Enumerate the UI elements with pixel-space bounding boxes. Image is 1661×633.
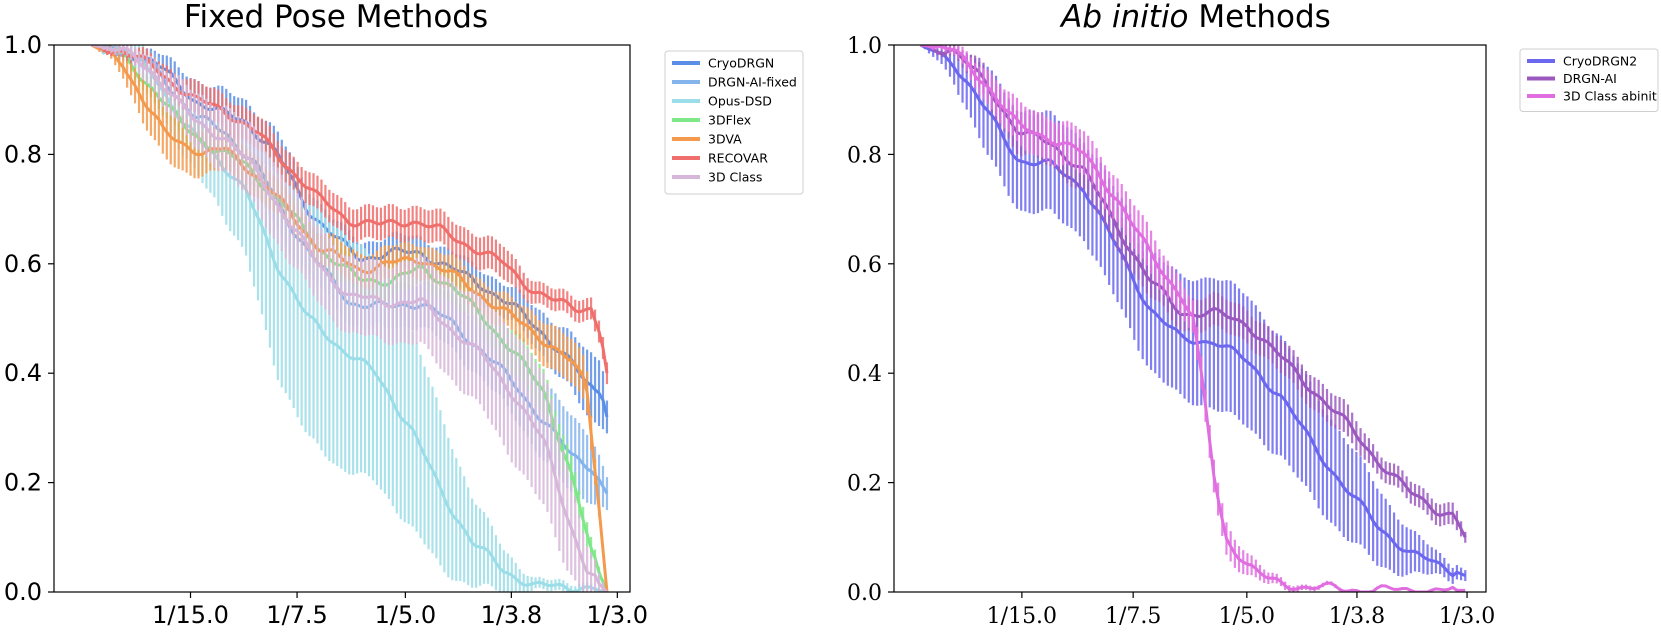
chart-title: Fixed Pose Methods	[184, 0, 488, 35]
y-tick-label: 0.4	[847, 362, 882, 387]
mean-line	[91, 45, 609, 374]
chart-title: Ab initio Methods	[1059, 0, 1331, 35]
plot-area	[90, 45, 609, 592]
legend-entry: 3D Class	[672, 170, 762, 185]
y-axis: 0.0 0.2 0.4 0.6 0.8 1.0	[4, 31, 54, 606]
x-tick-label: 1/5.0	[375, 601, 437, 629]
y-tick-label: 0.0	[4, 578, 42, 606]
x-axis: 1/15.0 1/7.5 1/5.0 1/3.8 1/3.0	[987, 592, 1495, 629]
legend-entry: 3D Class abinit	[1527, 89, 1657, 104]
y-tick-label: 1.0	[847, 34, 882, 59]
plot-area	[919, 45, 1467, 592]
legend-label: 3DVA	[708, 132, 742, 147]
legend-entry: RECOVAR	[672, 151, 768, 166]
y-tick-label: 0.2	[847, 472, 882, 497]
x-tick-label: 1/3.8	[481, 601, 543, 629]
y-tick-label: 0.0	[847, 581, 882, 606]
x-tick-label: 1/7.5	[266, 601, 328, 629]
x-tick-label: 1/15.0	[152, 601, 229, 629]
y-tick-label: 0.8	[4, 140, 42, 168]
legend-label: 3DFlex	[708, 113, 751, 128]
x-axis: 1/15.0 1/7.5 1/5.0 1/3.8 1/3.0	[152, 592, 648, 629]
legend: CryoDRGN DRGN-AI-fixed Opus-DSD 3DFlex 3DVA R…	[664, 50, 804, 195]
x-tick-label: 1/5.0	[1219, 604, 1275, 629]
chart-fixed-pose: Fixed Pose Methods 0.0 0.2 0.4 0.6 0.8 1.0 1/…	[4, 0, 804, 629]
axes-frame	[53, 44, 631, 593]
mean-line	[919, 45, 1466, 578]
mean-line	[91, 45, 609, 592]
error-bars	[923, 45, 1467, 584]
series-3d-class-abinit	[920, 45, 1466, 592]
x-tick-label: 1/3.0	[587, 601, 649, 629]
legend-label: 3D Class abinit	[1563, 89, 1657, 104]
x-tick-label: 1/3.8	[1329, 604, 1385, 629]
mean-line	[91, 45, 608, 592]
mean-line	[920, 45, 1466, 592]
x-tick-label: 1/15.0	[987, 604, 1057, 629]
x-tick-label: 1/3.0	[1439, 604, 1495, 629]
legend-entry: CryoDRGN	[672, 56, 774, 71]
y-tick-label: 0.8	[847, 143, 882, 168]
legend-entry: DRGN-AI	[1527, 71, 1617, 86]
chart-ab-initio: Ab initio Methods 0.0 0.2 0.4 0.6 0.8 1.0 1/1…	[847, 0, 1659, 629]
legend-label: CryoDRGN2	[1563, 54, 1637, 69]
legend-label: CryoDRGN	[708, 56, 774, 71]
y-axis: 0.0 0.2 0.4 0.6 0.8 1.0	[847, 34, 894, 606]
y-tick-label: 0.6	[847, 253, 882, 278]
legend: CryoDRGN2 DRGN-AI 3D Class abinit	[1519, 48, 1659, 112]
legend-label: RECOVAR	[708, 151, 768, 166]
legend-label: DRGN-AI	[1563, 71, 1617, 86]
legend-entry: Opus-DSD	[672, 94, 772, 109]
series-3d-class	[91, 45, 609, 592]
axes-frame	[893, 44, 1487, 593]
y-tick-label: 1.0	[4, 31, 42, 59]
legend-entry: DRGN-AI-fixed	[672, 75, 797, 90]
y-tick-label: 0.6	[4, 250, 42, 278]
legend-entry: 3DVA	[672, 132, 742, 147]
legend-label: Opus-DSD	[708, 94, 772, 109]
legend-label: 3D Class	[708, 170, 762, 185]
y-tick-label: 0.2	[4, 469, 42, 497]
legend-entry: 3DFlex	[672, 113, 751, 128]
x-tick-label: 1/7.5	[1105, 604, 1161, 629]
legend-label: DRGN-AI-fixed	[708, 75, 797, 90]
legend-entry: CryoDRGN2	[1527, 54, 1637, 69]
y-tick-label: 0.4	[4, 359, 42, 387]
